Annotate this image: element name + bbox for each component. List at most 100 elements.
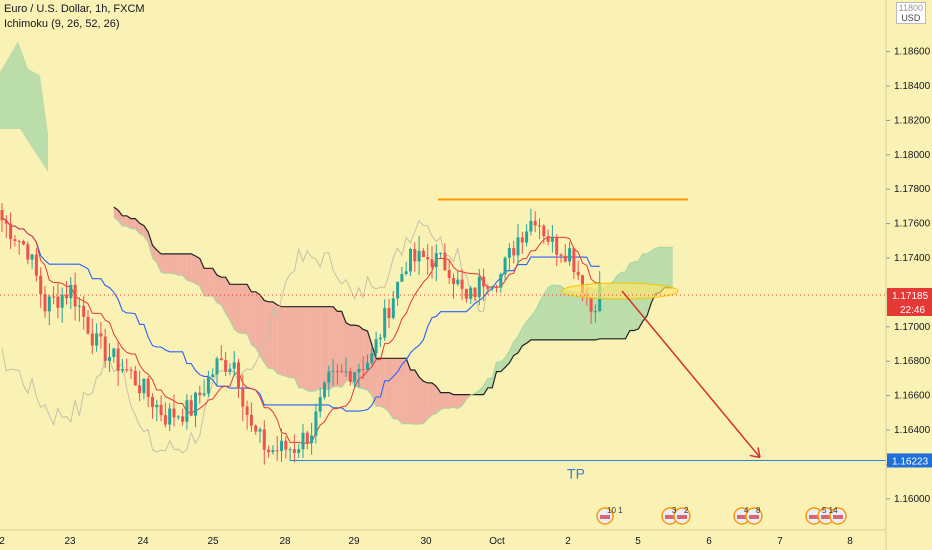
event-count-label: 2 <box>684 506 689 515</box>
cloud-segment <box>320 306 325 390</box>
candle-body <box>249 414 253 426</box>
price-tick-label: 1.16800 <box>894 356 931 367</box>
time-tick-label: 6 <box>706 536 712 547</box>
candle-body <box>335 370 339 372</box>
cloud-segment <box>182 253 187 281</box>
candle-body <box>155 404 159 408</box>
price-tick-label: 1.18000 <box>894 150 931 161</box>
candle-body <box>185 400 189 422</box>
candle-body <box>194 392 197 416</box>
candle-body <box>26 244 30 260</box>
cloud-segment <box>139 223 144 236</box>
cloud-segment <box>526 316 531 344</box>
candle-body <box>151 396 154 408</box>
candle-body <box>456 279 460 284</box>
candle-body <box>378 337 382 340</box>
cloud-segment <box>483 378 488 395</box>
cloud-segment <box>315 306 321 391</box>
currency-label[interactable]: 11800 USD <box>895 2 926 24</box>
cloud-segment <box>487 378 493 388</box>
candle-body <box>189 400 193 416</box>
candle-body <box>327 371 331 383</box>
cloud-segment <box>260 294 265 363</box>
cloud-segment <box>333 306 338 387</box>
event-count-label: 5 14 <box>822 506 838 515</box>
senkou-span-b-line <box>113 206 673 396</box>
time-tick-label: 24 <box>137 536 149 547</box>
candle-body <box>340 371 344 373</box>
cloud-segment <box>311 306 316 392</box>
cloud-segment <box>131 218 136 229</box>
cloud-segment <box>449 392 454 409</box>
candle-body <box>202 393 206 396</box>
ichimoku-cloud <box>0 41 673 425</box>
cloud-segment <box>324 306 329 390</box>
cloud-segment <box>457 394 463 409</box>
candle-body <box>262 429 266 450</box>
candle-body <box>280 440 283 451</box>
event-count-label: 4 <box>744 506 749 515</box>
candle-body <box>198 392 202 396</box>
cloud-segment <box>522 321 527 346</box>
cloud-segment <box>238 284 243 334</box>
candle-body <box>512 248 516 256</box>
candle-body <box>228 368 232 372</box>
currency-code: USD <box>901 13 921 23</box>
cloud-segment <box>221 277 226 314</box>
candle-body <box>224 360 228 372</box>
candle-body <box>47 296 51 312</box>
cloud-segment <box>217 275 222 305</box>
candle-body <box>108 356 111 361</box>
event-count-label: 10 1 <box>607 506 623 515</box>
time-tick-label: 8 <box>847 536 853 547</box>
candle-body <box>555 237 559 255</box>
cloud-segment <box>298 306 303 389</box>
cloud-segment <box>118 210 123 227</box>
candle-body <box>95 333 99 346</box>
candle-body <box>546 236 550 242</box>
short-arrow-head <box>749 447 761 459</box>
cloud-segment <box>277 304 282 376</box>
cloud-segment <box>496 361 501 372</box>
candle-body <box>443 252 447 271</box>
price-tick-label: 1.16600 <box>894 391 931 402</box>
cloud-segment <box>427 382 432 419</box>
candle-body <box>138 385 142 394</box>
candle-body <box>357 368 361 373</box>
cloud-segment <box>143 225 149 243</box>
candle-body <box>499 274 503 288</box>
cloud-segment <box>174 253 179 276</box>
event-flag-stripe <box>665 515 675 519</box>
cloud-segment <box>561 285 566 340</box>
candle-body <box>400 274 404 282</box>
price-tick-label: 1.17600 <box>894 219 931 230</box>
cloud-segment <box>406 358 411 424</box>
time-tick-label: 2 <box>0 536 5 547</box>
cloud-segment <box>337 311 342 388</box>
candle-body <box>103 336 107 361</box>
short-arrow-line <box>621 290 761 458</box>
candle-body <box>469 287 473 299</box>
take-profit-badge-text: 1.16223 <box>892 456 929 467</box>
cloud-segment <box>401 358 407 424</box>
cloud-segment <box>647 250 652 316</box>
candle-body <box>176 416 180 418</box>
candle-body <box>211 374 215 378</box>
cloud-segment <box>113 207 119 221</box>
candle-body <box>572 248 576 272</box>
candle-body <box>331 370 335 372</box>
candle-body <box>387 308 391 319</box>
cloud-segment <box>264 300 269 369</box>
price-tick-label: 1.17800 <box>894 184 931 195</box>
cloud-segment <box>169 253 174 274</box>
cloud-segment <box>242 284 248 334</box>
cloud-segment <box>367 330 372 396</box>
time-tick-label: 23 <box>64 536 76 547</box>
cloud-segment <box>290 306 295 378</box>
candle-body <box>288 449 292 451</box>
cloud-segment <box>255 291 260 356</box>
event-flag-stripe <box>749 515 759 519</box>
